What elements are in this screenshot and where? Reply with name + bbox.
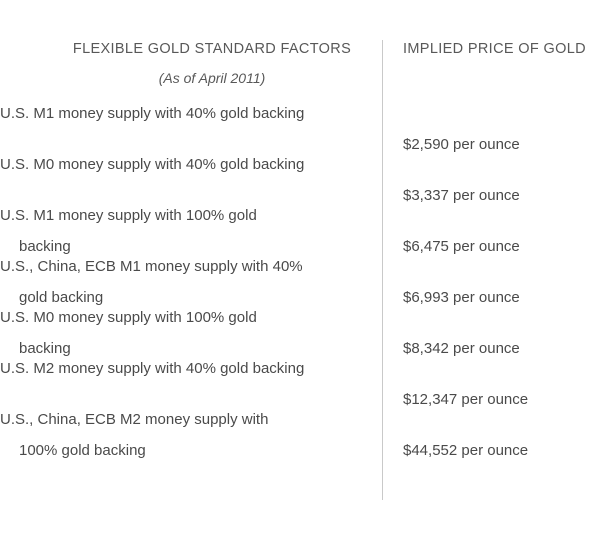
price-cell: $2,590 per ounce — [403, 136, 520, 153]
price-cell: $6,475 per ounce — [403, 238, 520, 255]
factor-cell: U.S., China, ECB M1 money supply with 40… — [0, 258, 303, 306]
factors-column-header: FLEXIBLE GOLD STANDARD FACTORS — [72, 41, 352, 57]
factor-cell: U.S. M0 money supply with 40% gold backi… — [0, 156, 305, 173]
price-column-header: IMPLIED PRICE OF GOLD — [403, 41, 586, 57]
price-cell: $8,342 per ounce — [403, 340, 520, 357]
factor-cell: U.S. M0 money supply with 100% gold back… — [0, 309, 257, 357]
factor-cell: U.S. M1 money supply with 100% gold back… — [0, 207, 257, 255]
factors-column-subtitle: (As of April 2011) — [158, 70, 266, 86]
price-cell: $3,337 per ounce — [403, 187, 520, 204]
price-cell: $6,993 per ounce — [403, 289, 520, 306]
price-cell: $12,347 per ounce — [403, 391, 529, 408]
price-cell: $44,552 per ounce — [403, 442, 529, 459]
column-divider — [382, 40, 383, 500]
factor-cell: U.S., China, ECB M2 money supply with 10… — [0, 411, 269, 459]
factor-cell: U.S. M1 money supply with 40% gold backi… — [0, 105, 305, 122]
factor-cell: U.S. M2 money supply with 40% gold backi… — [0, 360, 305, 377]
